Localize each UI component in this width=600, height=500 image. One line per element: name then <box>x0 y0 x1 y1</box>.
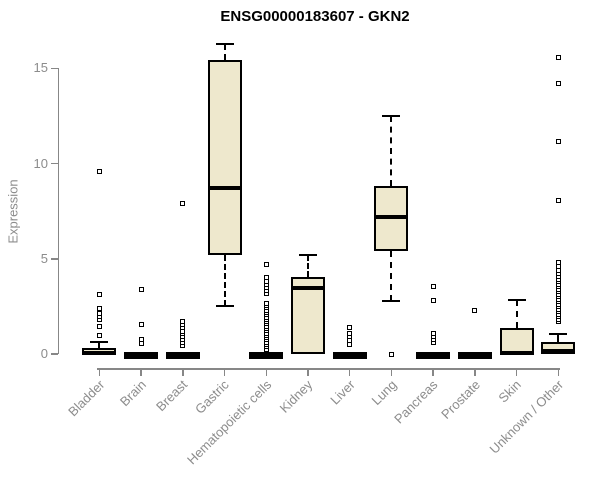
outlier-point-bladder <box>96 292 102 298</box>
outlier-point-hematopoietic-cells <box>263 300 269 306</box>
y-tick-label: 5 <box>40 250 48 266</box>
box-prostate <box>457 351 492 359</box>
outlier-point-bladder <box>96 332 102 338</box>
box-breast <box>165 351 200 359</box>
y-axis-tick <box>51 162 58 165</box>
median-bladder <box>82 350 117 355</box>
outlier-point-hematopoietic-cells <box>263 261 269 267</box>
outlier-point-breast <box>180 201 186 206</box>
upper-whisker-cap-gastric <box>215 43 234 46</box>
y-axis-title: Expression <box>5 179 21 244</box>
outlier-point-brain <box>138 286 144 292</box>
upper-whisker-unknown-other <box>557 333 560 342</box>
x-tick-label-liver: Liver <box>326 377 358 408</box>
outlier-point-liver <box>347 330 353 336</box>
outlier-point-bladder <box>96 305 102 311</box>
x-axis-tick <box>515 369 518 376</box>
outlier-point-unknown-other <box>555 80 561 86</box>
outlier-point-brain <box>138 337 144 343</box>
lower-whisker-lung <box>390 251 393 301</box>
median-lung <box>374 214 409 219</box>
upper-whisker-kidney <box>307 254 309 277</box>
x-axis-tick <box>98 369 101 376</box>
x-axis-tick <box>182 369 184 376</box>
x-tick-label-skin: Skin <box>495 377 525 406</box>
upper-whisker-lung <box>390 115 393 187</box>
outlier-point-breast <box>180 319 186 325</box>
outlier-point-lung <box>388 351 394 357</box>
x-axis-tick <box>307 369 309 376</box>
x-axis-tick <box>223 369 226 376</box>
outlier-point-pancreas <box>430 330 436 336</box>
median-kidney <box>291 286 325 291</box>
x-tick-label-lung: Lung <box>368 377 400 409</box>
box-brain <box>124 351 159 359</box>
outlier-point-bladder <box>96 310 102 316</box>
y-axis-tick <box>51 258 58 260</box>
outlier-point-brain <box>138 321 144 327</box>
x-axis-line <box>97 368 560 370</box>
y-tick-label: 15 <box>33 60 48 76</box>
outlier-point-liver <box>347 324 353 330</box>
x-tick-label-pancreas: Pancreas <box>391 377 441 427</box>
y-tick-label: 0 <box>40 346 48 361</box>
x-tick-label-breast: Breast <box>153 377 191 415</box>
chart-title: ENSG00000183607 - GKN2 <box>220 8 410 25</box>
x-axis-tick <box>265 369 267 376</box>
y-tick-label: 10 <box>33 155 48 171</box>
x-axis-tick <box>390 369 393 376</box>
outlier-point-unknown-other <box>555 139 561 145</box>
x-tick-label-prostate: Prostate <box>437 377 483 422</box>
box-pancreas <box>416 351 451 359</box>
median-unknown-other <box>541 349 576 354</box>
box-liver <box>332 351 367 359</box>
x-axis-tick <box>348 369 351 376</box>
outlier-point-pancreas <box>430 298 436 304</box>
outlier-point-prostate <box>472 307 478 313</box>
outlier-point-bladder <box>96 168 102 174</box>
box-gastric <box>207 59 242 255</box>
median-gastric <box>207 186 242 191</box>
outlier-point-unknown-other <box>555 55 561 61</box>
upper-whisker-cap-lung <box>382 114 401 117</box>
upper-whisker-bladder <box>98 342 101 348</box>
upper-whisker-cap-kidney <box>299 253 317 256</box>
y-axis-tick <box>51 353 58 355</box>
x-tick-label-brain: Brain <box>116 377 149 410</box>
x-tick-label-unknown-other: Unknown / Other <box>486 377 567 457</box>
box-skin <box>499 328 534 354</box>
x-tick-label-kidney: Kidney <box>276 377 316 416</box>
outlier-point-hematopoietic-cells <box>263 275 269 281</box>
y-axis-line <box>57 68 59 354</box>
lower-whisker-gastric <box>223 254 226 307</box>
upper-whisker-cap-bladder <box>90 341 109 344</box>
outlier-point-pancreas <box>430 283 436 289</box>
x-axis-tick <box>432 369 434 376</box>
x-tick-label-bladder: Bladder <box>64 377 107 420</box>
upper-whisker-skin <box>515 299 518 329</box>
lower-whisker-cap-lung <box>382 299 401 302</box>
y-axis-tick <box>51 67 58 69</box>
box-hematopoietic-cells <box>249 351 284 359</box>
outlier-point-bladder <box>96 323 102 329</box>
x-axis-tick <box>557 369 560 376</box>
median-skin <box>499 351 534 356</box>
upper-whisker-cap-skin <box>507 298 526 301</box>
x-axis-tick <box>474 369 476 376</box>
upper-whisker-gastric <box>223 44 226 60</box>
x-axis-tick <box>140 369 142 376</box>
x-tick-label-gastric: Gastric <box>192 377 233 417</box>
upper-whisker-cap-unknown-other <box>549 332 568 335</box>
lower-whisker-cap-gastric <box>215 305 234 308</box>
outlier-point-unknown-other <box>555 260 561 266</box>
outlier-point-unknown-other <box>555 198 561 204</box>
